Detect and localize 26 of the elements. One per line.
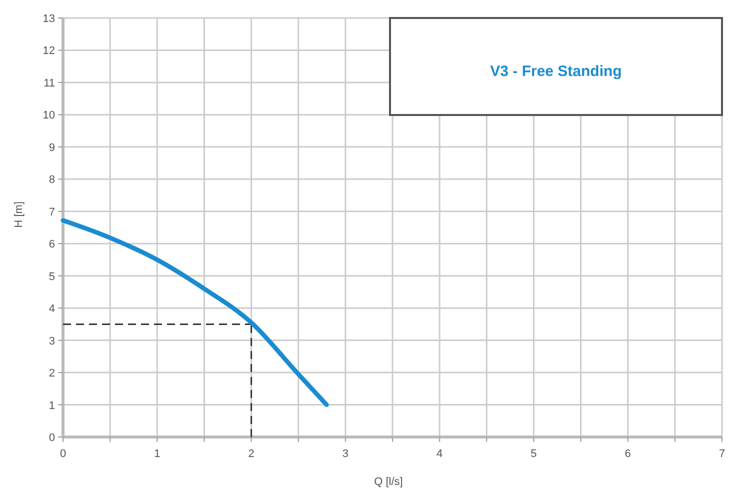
y-tick-label: 9 xyxy=(48,142,55,154)
y-tick-label: 7 xyxy=(48,206,55,218)
y-tick-label: 2 xyxy=(48,368,55,380)
y-tick-label: 4 xyxy=(48,303,55,316)
y-tick-label: 10 xyxy=(42,110,55,122)
x-tick-label: 7 xyxy=(718,448,726,460)
x-tick-label: 0 xyxy=(60,448,66,460)
x-tick-label: 2 xyxy=(248,448,254,460)
x-tick-label: 1 xyxy=(154,448,160,460)
y-tick-label: 12 xyxy=(42,45,55,58)
y-tick-label: 0 xyxy=(48,432,55,444)
y-tick-label: 13 xyxy=(42,13,55,25)
x-tick-label: 5 xyxy=(530,448,537,460)
line-series xyxy=(60,218,329,408)
y-axis-title: H [m] xyxy=(13,201,25,228)
y-tick-label: 5 xyxy=(48,270,55,283)
text: V3 - Free Standing xyxy=(490,63,622,80)
y-tick-label: 8 xyxy=(48,174,55,186)
x-tick-label: 6 xyxy=(624,448,631,460)
y-tick-label: 6 xyxy=(48,238,55,251)
x-tick-label: 4 xyxy=(436,448,443,460)
x-tick-label: 3 xyxy=(342,448,348,460)
y-tick-label: 11 xyxy=(44,77,55,90)
x-axis-title: Q [l/s] xyxy=(374,476,403,488)
y-tick-label: 1 xyxy=(48,400,55,412)
y-tick-label: 3 xyxy=(48,335,55,348)
